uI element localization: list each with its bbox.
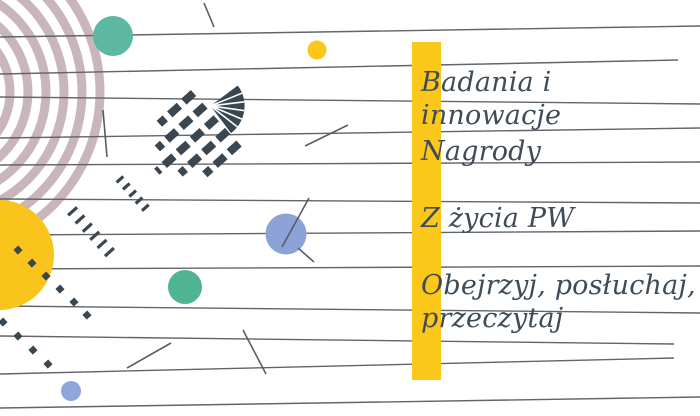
green-circle [168,270,202,304]
concentric-rings-decoration [0,0,105,246]
rocket-nose-fan [210,85,245,134]
yellow-dot [307,40,327,60]
teal-circle [93,16,133,56]
rocket-icon [67,85,245,258]
ruled-lines-decoration [0,25,700,409]
menu-item-badania-i-innowacje[interactable]: Badania i innowacje [421,67,562,131]
menu-item-obejrzyj-posluchaj-przeczytaj[interactable]: Obejrzyj, posłuchaj, przeczytaj [421,270,696,334]
menu-item-nagrody[interactable]: Nagrody [421,136,542,167]
yellow-circle-large [0,200,54,310]
menu-item-z-zycia-pw[interactable]: Z życia PW [421,203,575,234]
stray-segments-decoration [102,2,349,375]
periwinkle-circle [265,213,307,255]
dotted-trail-decoration [0,245,92,369]
rocket-exhaust-ticks [67,175,150,258]
rocket-body [154,90,242,178]
blue-dot [61,381,81,401]
accent-bar [412,42,441,380]
